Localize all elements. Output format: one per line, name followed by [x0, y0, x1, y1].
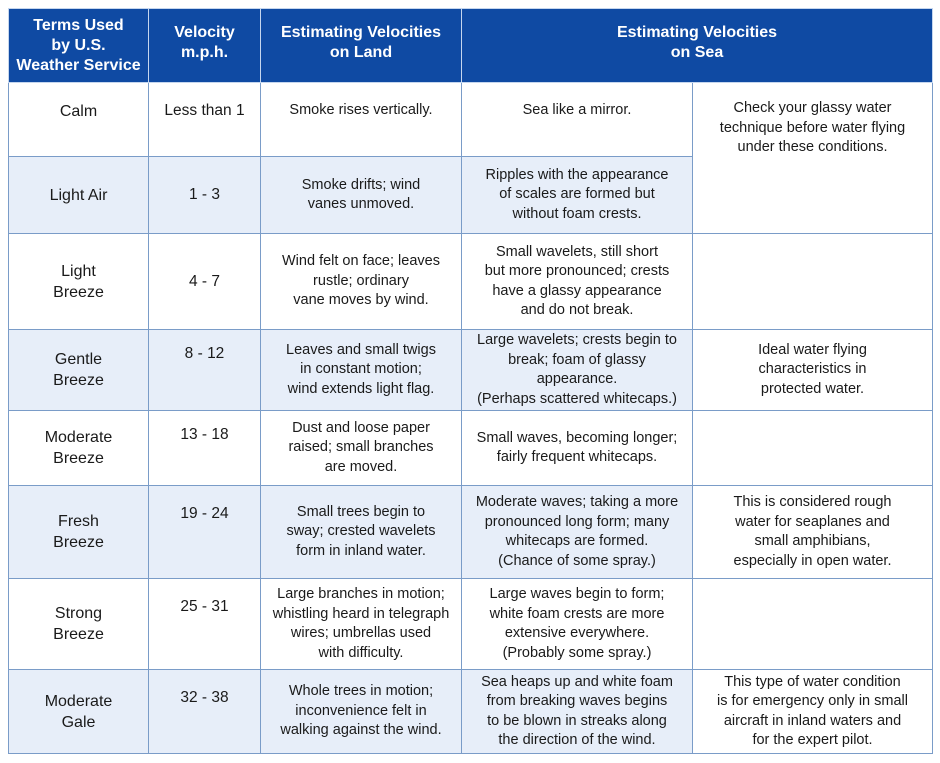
note-rough-water: This is considered rough water for seapl…: [692, 485, 933, 579]
note-empty: [692, 578, 933, 670]
note-empty: [692, 410, 933, 486]
note-ideal-water: Ideal water flying characteristics in pr…: [692, 329, 933, 411]
velocity-cell: 8 - 12: [148, 329, 261, 411]
sea-cell: Large waves begin to form; white foam cr…: [461, 578, 693, 670]
term-cell: Gentle Breeze: [8, 329, 149, 411]
wind-scale-table-container: Terms Used by U.S. Weather Service Veloc…: [8, 8, 933, 754]
velocity-cell: 32 - 38: [148, 669, 261, 754]
land-cell: Smoke drifts; wind vanes unmoved.: [260, 156, 462, 234]
table-row: Moderate Breeze 13 - 18 Dust and loose p…: [8, 410, 933, 486]
land-cell: Large branches in motion; whistling hear…: [260, 578, 462, 670]
table-row: Calm Less than 1 Smoke rises vertically.…: [8, 82, 933, 234]
header-sea: Estimating Velocities on Sea: [461, 8, 933, 83]
header-terms: Terms Used by U.S. Weather Service: [8, 8, 149, 83]
wind-scale-table: Terms Used by U.S. Weather Service Veloc…: [8, 8, 933, 754]
sea-cell: Small wavelets, still short but more pro…: [461, 233, 693, 330]
sea-cell: Ripples with the appearance of scales ar…: [461, 156, 693, 234]
velocity-cell: 19 - 24: [148, 485, 261, 579]
velocity-cell: 4 - 7: [148, 233, 261, 330]
velocity-cell: 25 - 31: [148, 578, 261, 670]
header-land: Estimating Velocities on Land: [260, 8, 462, 83]
term-cell: Moderate Gale: [8, 669, 149, 754]
table-row: Fresh Breeze 19 - 24 Small trees begin t…: [8, 485, 933, 579]
term-cell: Calm: [8, 82, 149, 157]
term-cell: Moderate Breeze: [8, 410, 149, 486]
table-row: Gentle Breeze 8 - 12 Leaves and small tw…: [8, 329, 933, 411]
sea-cell: Small waves, becoming longer; fairly fre…: [461, 410, 693, 486]
land-cell: Whole trees in motion; inconvenience fel…: [260, 669, 462, 754]
note-empty: [692, 233, 933, 330]
land-cell: Dust and loose paper raised; small branc…: [260, 410, 462, 486]
header-velocity: Velocity m.p.h.: [148, 8, 261, 83]
land-cell: Wind felt on face; leaves rustle; ordina…: [260, 233, 462, 330]
term-cell: Strong Breeze: [8, 578, 149, 670]
velocity-cell: 13 - 18: [148, 410, 261, 486]
term-cell: Fresh Breeze: [8, 485, 149, 579]
table-row: Moderate Gale 32 - 38 Whole trees in mot…: [8, 669, 933, 754]
velocity-cell: Less than 1: [148, 82, 261, 157]
term-cell: Light Breeze: [8, 233, 149, 330]
header-row: Terms Used by U.S. Weather Service Veloc…: [8, 8, 933, 83]
note-emergency: This type of water condition is for emer…: [692, 669, 933, 754]
sea-cell: Moderate waves; taking a more pronounced…: [461, 485, 693, 579]
term-cell: Light Air: [8, 156, 149, 234]
land-cell: Smoke rises vertically.: [260, 82, 462, 157]
velocity-cell: 1 - 3: [148, 156, 261, 234]
sea-cell: Large wavelets; crests begin to break; f…: [461, 329, 693, 411]
table-row: Light Breeze 4 - 7 Wind felt on face; le…: [8, 233, 933, 330]
sea-cell: Sea like a mirror.: [461, 82, 693, 157]
table-row: Strong Breeze 25 - 31 Large branches in …: [8, 578, 933, 670]
note-glassy-water: Check your glassy water technique before…: [692, 82, 933, 234]
land-cell: Leaves and small twigs in constant motio…: [260, 329, 462, 411]
sea-cell: Sea heaps up and white foam from breakin…: [461, 669, 693, 754]
land-cell: Small trees begin to sway; crested wavel…: [260, 485, 462, 579]
